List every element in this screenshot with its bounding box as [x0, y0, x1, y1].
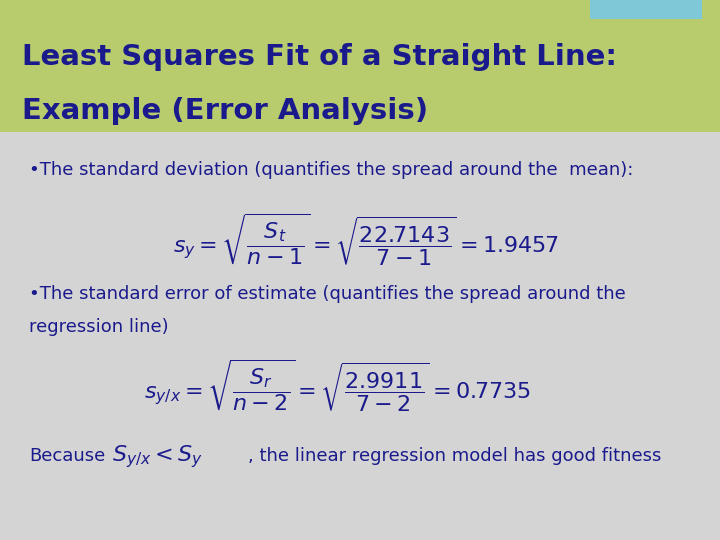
Text: regression line): regression line)	[29, 318, 168, 336]
Text: Least Squares Fit of a Straight Line:: Least Squares Fit of a Straight Line:	[22, 43, 616, 71]
Text: •The standard deviation (quantifies the spread around the  mean):: •The standard deviation (quantifies the …	[29, 161, 633, 179]
Text: Example (Error Analysis): Example (Error Analysis)	[22, 97, 428, 125]
Text: •The standard error of estimate (quantifies the spread around the: •The standard error of estimate (quantif…	[29, 285, 626, 303]
FancyBboxPatch shape	[0, 0, 720, 132]
Text: $s_y = \sqrt{\dfrac{S_t}{n-1}} = \sqrt{\dfrac{22.7143}{7-1}} = 1.9457$: $s_y = \sqrt{\dfrac{S_t}{n-1}} = \sqrt{\…	[173, 212, 558, 268]
Text: , the linear regression model has good fitness: , the linear regression model has good f…	[248, 447, 662, 465]
FancyBboxPatch shape	[590, 0, 702, 19]
Text: Because: Because	[29, 447, 105, 465]
Text: $s_{y/x} = \sqrt{\dfrac{S_r}{n-2}} = \sqrt{\dfrac{2.9911}{7-2}} = 0.7735$: $s_{y/x} = \sqrt{\dfrac{S_r}{n-2}} = \sq…	[144, 358, 531, 414]
Text: $S_{y/x} < S_y$: $S_{y/x} < S_y$	[112, 443, 203, 470]
